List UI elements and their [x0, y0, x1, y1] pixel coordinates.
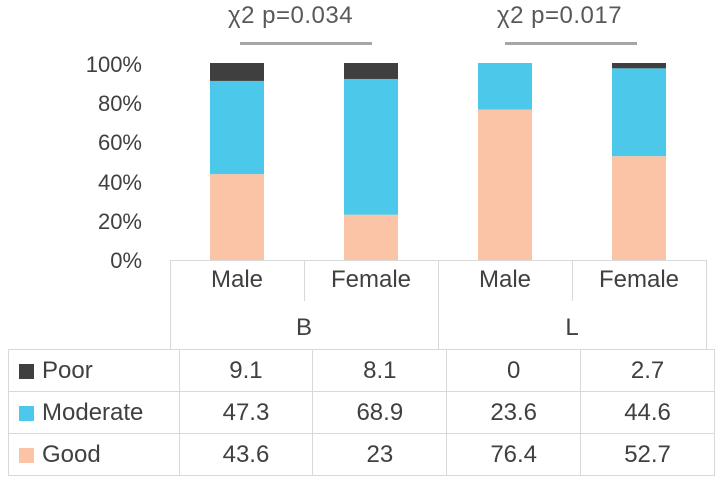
legend-swatch-good — [19, 447, 34, 463]
significance-bracket-b — [240, 42, 372, 45]
table-cell: 23.6 — [446, 391, 582, 434]
table-cell: 68.9 — [312, 391, 448, 434]
y-tick-label: 40% — [97, 170, 142, 195]
x-category-label: Male — [478, 266, 532, 293]
bar-segment-good — [344, 214, 398, 260]
table-cell: 76.4 — [446, 433, 582, 476]
significance-bracket-l — [505, 42, 637, 45]
axis-divider — [170, 260, 171, 349]
table-row-good: Good 43.6 23 76.4 52.7 — [8, 433, 715, 476]
legend-moderate: Moderate — [8, 391, 180, 434]
bar-segment-good — [612, 156, 666, 260]
legend-swatch-moderate — [19, 405, 34, 421]
series-label: Good — [42, 440, 101, 468]
x-category-label: Male — [210, 266, 264, 293]
table-cell: 9.1 — [178, 349, 314, 392]
table-cell: 0 — [446, 349, 582, 392]
axis-divider — [572, 260, 573, 301]
table-row-poor: Poor 9.1 8.1 0 2.7 — [8, 349, 715, 392]
y-tick-label: 80% — [97, 91, 142, 116]
axis-divider — [706, 260, 707, 349]
bar-segment-moderate — [478, 63, 532, 110]
significance-label-b: χ2 p=0.034 — [228, 2, 354, 29]
bar-segment-good — [478, 109, 532, 260]
x-category-label: Female — [330, 266, 412, 293]
table-cell: 44.6 — [580, 391, 715, 434]
x-group-label-b: B — [295, 314, 312, 341]
significance-label-l: χ2 p=0.017 — [497, 2, 623, 29]
bar-segment-poor — [210, 63, 264, 81]
bar-segment-poor — [344, 63, 398, 79]
data-table: Poor 9.1 8.1 0 2.7 Moderate 47.3 68.9 23… — [8, 349, 715, 476]
bar-segment-moderate — [344, 78, 398, 215]
table-cell: 43.6 — [178, 433, 314, 476]
axis-divider — [304, 260, 305, 301]
y-tick-label: 100% — [85, 52, 142, 77]
table-row-moderate: Moderate 47.3 68.9 23.6 44.6 — [8, 391, 715, 434]
x-group-label-l: L — [565, 314, 579, 341]
bar-segment-moderate — [612, 68, 666, 157]
series-label: Moderate — [42, 398, 144, 426]
y-tick-label: 0% — [110, 248, 142, 273]
legend-good: Good — [8, 433, 180, 476]
table-cell: 47.3 — [178, 391, 314, 434]
axis-divider — [438, 260, 439, 349]
bar-segment-poor — [612, 63, 666, 69]
table-cell: 2.7 — [580, 349, 715, 392]
legend-swatch-poor — [19, 363, 34, 379]
series-label: Poor — [42, 356, 93, 384]
bar-segment-moderate — [210, 80, 264, 175]
y-tick-label: 60% — [97, 130, 142, 155]
table-cell: 8.1 — [312, 349, 448, 392]
table-cell: 23 — [312, 433, 448, 476]
y-tick-label: 20% — [97, 209, 142, 234]
legend-poor: Poor — [8, 349, 180, 392]
bar-segment-good — [210, 174, 264, 260]
table-cell: 52.7 — [580, 433, 715, 476]
x-category-label: Female — [598, 266, 680, 293]
